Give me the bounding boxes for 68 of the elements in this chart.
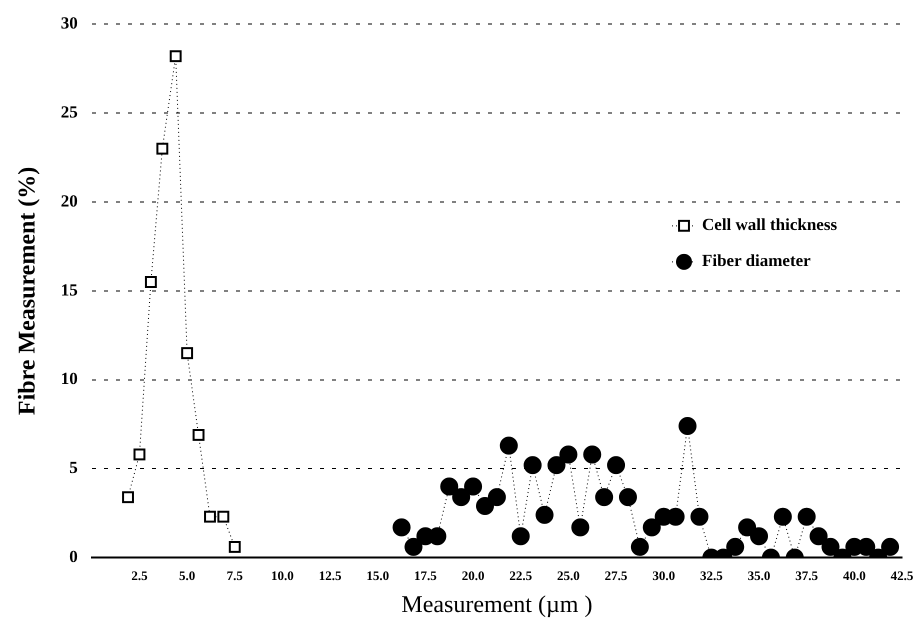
- point: [464, 477, 482, 496]
- x-tick-label: 40.0: [842, 568, 866, 583]
- point: [881, 538, 900, 556]
- point: [678, 417, 697, 436]
- y-tick-label: 15: [60, 280, 78, 300]
- point: [810, 527, 828, 546]
- point: [512, 527, 530, 546]
- point: [559, 445, 578, 464]
- point: [536, 506, 554, 524]
- x-tick-label: 32.5: [700, 568, 724, 583]
- y-tick-label: 20: [60, 191, 78, 210]
- point: [228, 540, 241, 553]
- point: [690, 508, 708, 526]
- y-tick-label: 10: [60, 369, 78, 388]
- y-tick-label: 25: [60, 102, 78, 122]
- point: [750, 527, 768, 546]
- point: [595, 488, 614, 506]
- x-tick-label: 37.5: [795, 568, 819, 583]
- point: [217, 510, 230, 523]
- point: [488, 488, 506, 506]
- point: [170, 50, 182, 62]
- point: [822, 538, 840, 556]
- point: [547, 456, 566, 474]
- x-tick-label: 35.0: [748, 568, 770, 583]
- point: [192, 428, 205, 441]
- point: [726, 538, 744, 556]
- point: [181, 347, 194, 360]
- point: [618, 488, 637, 506]
- point: [524, 456, 542, 474]
- point: [122, 491, 134, 504]
- point: [452, 488, 470, 506]
- point: [440, 477, 458, 496]
- x-tick-label: 5.0: [178, 568, 196, 583]
- x-tick-label: 20.0: [462, 568, 484, 583]
- point: [204, 510, 216, 523]
- x-tick-label: 17.5: [414, 568, 438, 583]
- legend-label: Cell wall thickness: [702, 215, 838, 234]
- x-tick-label: 30.0: [652, 568, 676, 583]
- point: [630, 538, 649, 556]
- point: [476, 497, 494, 516]
- point: [144, 276, 157, 288]
- x-tick-label: 15.0: [366, 568, 390, 583]
- x-tick-label: 10.0: [271, 568, 294, 583]
- point: [774, 508, 792, 526]
- x-tick-label: 12.5: [318, 568, 342, 583]
- point: [798, 508, 816, 526]
- y-tick-label: 30: [60, 14, 78, 33]
- point: [134, 448, 146, 460]
- point: [738, 518, 756, 536]
- point: [392, 518, 411, 536]
- point: [404, 538, 422, 556]
- legend-label: Fiber diameter: [702, 251, 812, 270]
- x-tick-label: 42.5: [890, 568, 914, 583]
- point: [583, 445, 602, 464]
- y-tick-label: 0: [69, 546, 78, 566]
- x-tick-label: 2.5: [131, 568, 148, 583]
- point: [500, 436, 518, 455]
- y-axis-title: Fibre Measurement (%): [14, 166, 41, 416]
- x-axis-title: Measurement (µm ): [401, 592, 592, 618]
- point: [156, 142, 168, 155]
- x-tick-label: 7.5: [226, 568, 244, 583]
- point: [642, 518, 661, 536]
- x-tick-label: 22.5: [509, 568, 533, 583]
- x-tick-label: 25.0: [557, 568, 580, 583]
- point: [607, 456, 626, 474]
- y-tick-label: 5: [69, 458, 78, 478]
- x-tick-label: 27.5: [604, 568, 628, 583]
- point: [571, 518, 590, 536]
